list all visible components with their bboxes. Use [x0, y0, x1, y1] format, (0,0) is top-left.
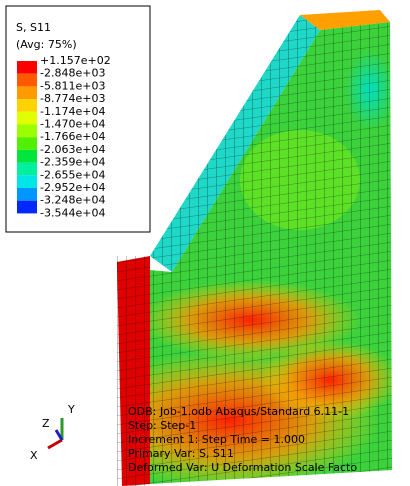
legend-swatch	[17, 99, 37, 112]
legend-label: -1.174e+04	[40, 105, 105, 118]
triad: Y Z X	[30, 403, 75, 462]
legend-label: -8.774e+03	[40, 92, 105, 105]
slope-mesh	[150, 15, 320, 272]
legend-swatch	[17, 111, 37, 125]
triad-x: X	[30, 449, 38, 462]
info-block: ODB: Job-1.odb Abaqus/Standard 6.11-1Ste…	[128, 405, 357, 474]
legend-swatch	[17, 162, 37, 176]
legend-swatch	[17, 188, 37, 201]
legend-label: -2.655e+04	[40, 168, 105, 181]
legend: +1.157e+02-2.848e+03-5.811e+03-8.774e+03…	[17, 54, 111, 219]
legend-label: -3.248e+04	[40, 194, 105, 207]
legend-label: -2.359e+04	[40, 156, 105, 169]
legend-swatch	[17, 137, 37, 150]
legend-swatch	[17, 149, 37, 163]
left-mesh	[117, 256, 150, 486]
triad-y: Y	[67, 403, 75, 416]
legend-label: -1.470e+04	[40, 118, 105, 131]
top-face	[300, 10, 390, 30]
legend-swatch	[17, 175, 37, 188]
legend-label: +1.157e+02	[40, 54, 111, 67]
legend-label: -2.063e+04	[40, 143, 105, 156]
legend-swatch	[17, 124, 37, 138]
legend-label: -3.544e+04	[40, 206, 105, 219]
legend-label: -1.766e+04	[40, 130, 105, 143]
info-line: Primary Var: S, S11	[128, 447, 234, 460]
legend-label: -5.811e+03	[40, 79, 105, 92]
info-line: Step: Step-1	[128, 419, 196, 432]
info-line: Increment 1: Step Time = 1.000	[128, 433, 305, 446]
legend-title: S, S11	[16, 21, 51, 34]
info-line: ODB: Job-1.odb Abaqus/Standard 6.11-1	[128, 405, 349, 418]
legend-swatch	[17, 73, 37, 87]
info-line: Deformed Var: U Deformation Scale Facto	[128, 461, 357, 474]
legend-label: -2.952e+04	[40, 181, 105, 194]
legend-subtitle: (Avg: 75%)	[16, 38, 77, 51]
triad-z: Z	[42, 417, 50, 430]
legend-swatch	[17, 61, 37, 74]
legend-swatch	[17, 86, 37, 100]
legend-label: -2.848e+03	[40, 67, 105, 80]
legend-swatch	[17, 200, 37, 214]
